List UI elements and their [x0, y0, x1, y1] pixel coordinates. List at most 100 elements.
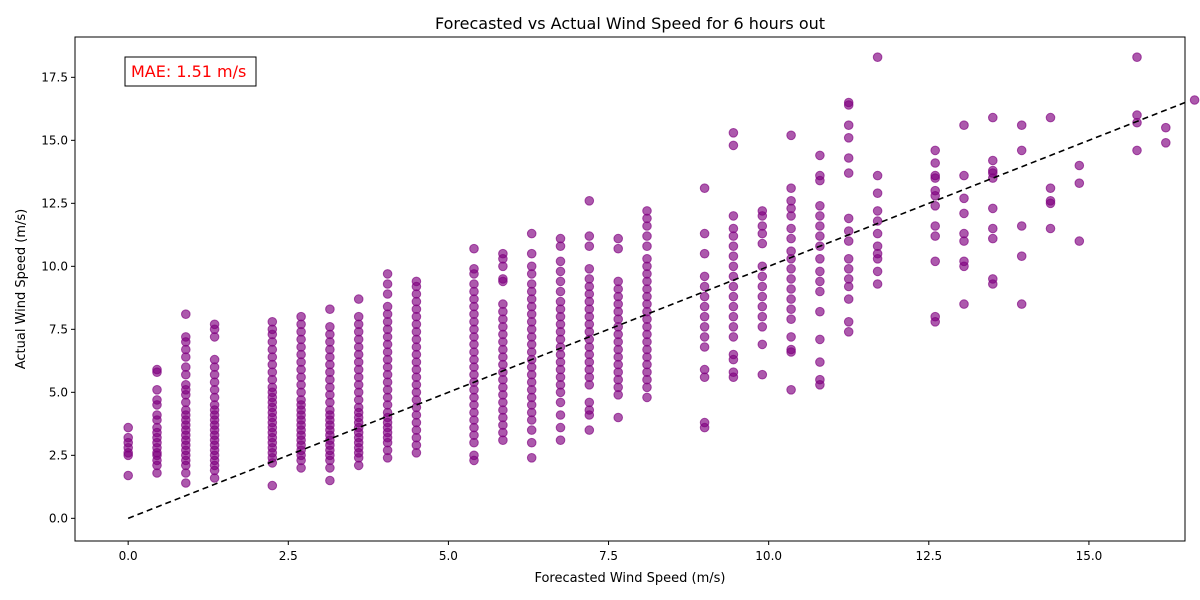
- data-point: [786, 274, 796, 284]
- data-point: [872, 188, 883, 198]
- data-point: [815, 276, 825, 287]
- data-point: [699, 291, 710, 302]
- x-tick-label: 10.0: [755, 549, 782, 563]
- data-point: [699, 417, 710, 428]
- data-point: [815, 221, 825, 231]
- data-point: [584, 264, 595, 274]
- data-point: [872, 206, 883, 216]
- data-point: [757, 238, 768, 249]
- data-point: [757, 221, 768, 231]
- data-point: [988, 155, 998, 166]
- data-point: [843, 274, 854, 284]
- data-point: [728, 223, 739, 234]
- data-point: [728, 261, 739, 272]
- data-point: [584, 274, 595, 284]
- data-point: [988, 223, 998, 234]
- data-point: [325, 322, 335, 332]
- data-point: [815, 170, 825, 181]
- y-tick-label: 7.5: [49, 322, 68, 336]
- data-point: [843, 120, 854, 130]
- data-point: [584, 231, 595, 241]
- data-point: [815, 150, 825, 161]
- data-point: [786, 332, 796, 342]
- data-point: [959, 120, 969, 130]
- data-point: [181, 332, 191, 342]
- data-point: [699, 311, 710, 322]
- data-point: [1132, 110, 1142, 120]
- data-point: [757, 271, 768, 282]
- mae-annotation: MAE: 1.51 m/s: [124, 56, 257, 87]
- data-point: [757, 291, 768, 302]
- data-point: [815, 286, 825, 297]
- data-point: [1132, 52, 1142, 63]
- data-point: [786, 246, 796, 256]
- data-point: [469, 450, 479, 461]
- data-point: [988, 203, 998, 214]
- data-point: [872, 228, 883, 239]
- data-point: [209, 354, 220, 365]
- points-layer: [123, 52, 1200, 491]
- data-point: [699, 332, 710, 342]
- data-point: [843, 317, 854, 327]
- data-point: [959, 208, 969, 219]
- data-point: [930, 256, 941, 267]
- data-point: [959, 193, 969, 204]
- data-point: [757, 322, 768, 332]
- data-point: [267, 480, 278, 491]
- data-point: [699, 271, 710, 282]
- data-point: [728, 251, 739, 262]
- data-point: [728, 211, 739, 221]
- y-tick-label: 12.5: [41, 196, 68, 210]
- data-point: [526, 228, 537, 239]
- y-tick-label: 5.0: [49, 385, 68, 399]
- data-point: [843, 253, 854, 264]
- data-point: [872, 266, 883, 277]
- data-point: [843, 294, 854, 304]
- data-point: [786, 183, 796, 193]
- data-point: [757, 311, 768, 322]
- plot-area: MAE: 1.51 m/s: [74, 36, 1200, 542]
- y-axis: 0.0 2.5 5.0 7.5 10.0 12.5 15.0 17.5: [41, 70, 75, 525]
- data-point: [699, 301, 710, 312]
- data-point: [181, 380, 191, 390]
- data-point: [1016, 299, 1027, 309]
- data-point: [526, 261, 537, 272]
- data-point: [815, 211, 825, 221]
- data-point: [584, 425, 595, 435]
- x-tick-label: 12.5: [915, 549, 942, 563]
- x-tick-label: 5.0: [439, 549, 458, 563]
- data-point: [843, 168, 854, 178]
- data-point: [613, 276, 624, 287]
- data-point: [1016, 251, 1027, 262]
- data-point: [353, 311, 364, 322]
- data-point: [584, 397, 595, 408]
- data-point: [699, 183, 710, 193]
- data-point: [959, 256, 969, 267]
- data-point: [469, 279, 479, 289]
- x-tick-label: 7.5: [599, 549, 618, 563]
- data-point: [930, 145, 941, 156]
- data-point: [325, 304, 335, 315]
- data-point: [642, 392, 652, 403]
- data-point: [699, 248, 710, 259]
- data-point: [1045, 183, 1056, 193]
- data-point: [728, 349, 739, 360]
- data-point: [843, 264, 854, 274]
- data-point: [555, 435, 566, 446]
- data-point: [555, 286, 566, 297]
- data-point: [815, 231, 825, 241]
- data-point: [757, 281, 768, 292]
- data-point: [872, 52, 883, 63]
- data-point: [699, 342, 710, 352]
- y-tick-label: 0.0: [49, 511, 68, 525]
- data-point: [267, 317, 278, 327]
- data-point: [872, 241, 883, 251]
- data-point: [728, 128, 739, 138]
- y-tick-label: 10.0: [41, 259, 68, 273]
- data-point: [382, 269, 393, 279]
- data-point: [152, 364, 162, 375]
- data-point: [123, 422, 133, 433]
- data-point: [498, 248, 508, 259]
- data-point: [1016, 221, 1027, 231]
